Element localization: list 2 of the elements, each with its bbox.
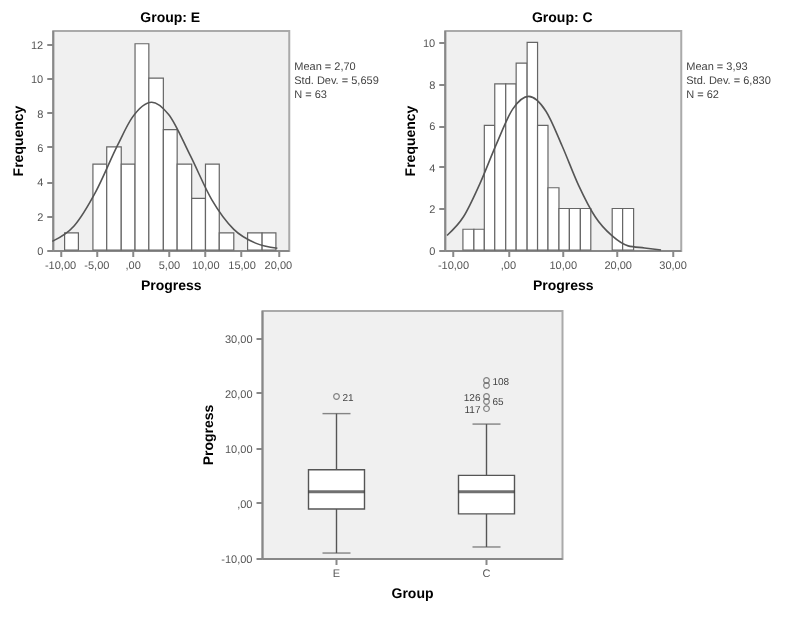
line-series [446,95,662,251]
line-series [51,101,279,250]
